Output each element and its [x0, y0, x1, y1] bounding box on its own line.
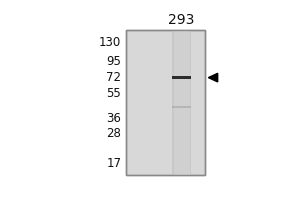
Text: 36: 36	[106, 112, 121, 125]
Text: 55: 55	[106, 87, 121, 100]
Bar	[172, 106, 191, 108]
Bar	[126, 30, 205, 175]
Bar	[172, 76, 191, 79]
Bar	[173, 30, 190, 175]
Polygon shape	[208, 73, 218, 82]
Bar	[172, 30, 191, 175]
Text: 72: 72	[106, 71, 121, 84]
Text: 17: 17	[106, 157, 121, 170]
Text: 293: 293	[169, 13, 195, 27]
Text: 130: 130	[99, 36, 121, 49]
Text: 95: 95	[106, 55, 121, 68]
Bar	[126, 30, 205, 175]
Text: 28: 28	[106, 127, 121, 140]
